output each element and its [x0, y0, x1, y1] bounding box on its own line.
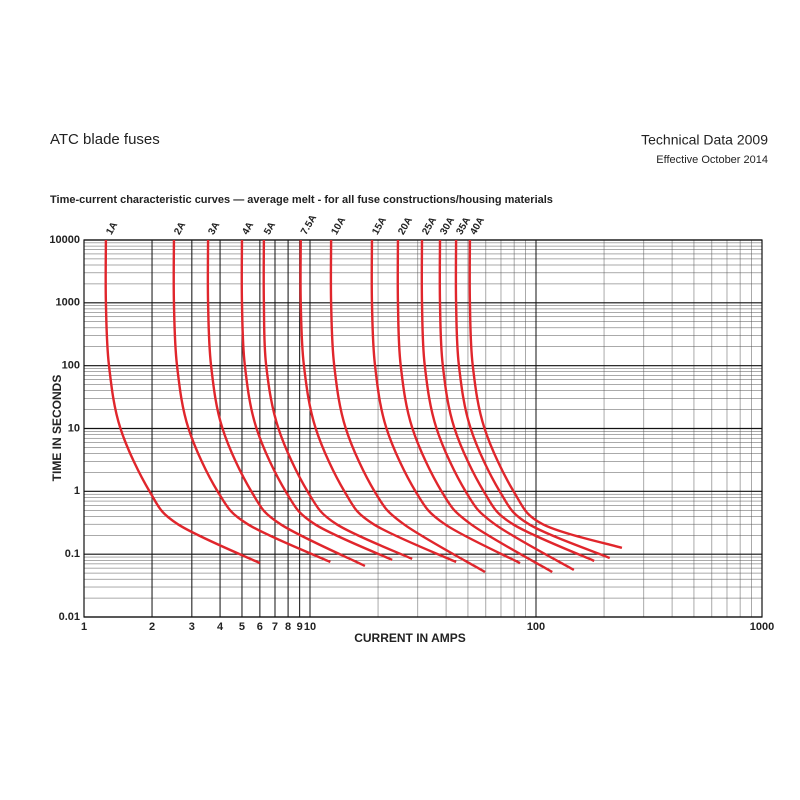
y-tick-label: 100: [62, 360, 80, 372]
curve: [329, 239, 486, 574]
curve-label: 30A: [438, 215, 457, 236]
curve: [438, 239, 595, 563]
doc-title: ATC blade fuses: [50, 131, 160, 148]
x-tick-label: 100: [527, 621, 545, 633]
curve: [370, 239, 521, 565]
x-tick-label: 6: [257, 621, 263, 633]
curve: [262, 239, 413, 561]
curve: [468, 239, 623, 550]
curve: [299, 239, 457, 564]
curve: [454, 239, 611, 560]
curve: [396, 239, 553, 574]
x-tick-label: 3: [189, 621, 195, 633]
x-tick-label: 1000: [750, 621, 774, 633]
x-tick-label: 10: [304, 621, 316, 633]
curve: [206, 239, 366, 567]
y-tick-label: 10000: [49, 234, 80, 246]
curve-label: 1A: [104, 220, 120, 237]
curve-label: 3A: [206, 220, 222, 237]
curve-label: 15A: [370, 215, 389, 236]
y-tick-label: 1000: [56, 297, 80, 309]
y-tick-label: 1: [74, 485, 80, 497]
curve-label: 7.5A: [299, 213, 319, 237]
chart-title: Time-current characteristic curves — ave…: [50, 194, 553, 206]
x-tick-label: 4: [217, 621, 224, 633]
x-tick-label: 5: [239, 621, 245, 633]
curve-label: 10A: [329, 215, 348, 236]
x-tick-label: 2: [149, 621, 155, 633]
curve: [240, 239, 393, 562]
y-tick-label: 0.01: [59, 611, 80, 623]
curve: [172, 239, 331, 564]
y-axis-label: TIME IN SECONDS: [50, 375, 64, 482]
x-tick-label: 1: [81, 621, 87, 633]
curve: [104, 239, 261, 565]
x-tick-label: 7: [272, 621, 278, 633]
x-tick-label: 8: [285, 621, 291, 633]
doc-label: Technical Data 2009: [641, 132, 768, 148]
curve-label: 5A: [262, 220, 278, 237]
y-tick-label: 10: [68, 422, 80, 434]
y-tick-label: 0.1: [65, 548, 80, 560]
curve-label: 25A: [420, 215, 439, 236]
curve-label: 40A: [468, 215, 487, 236]
curve: [420, 239, 575, 572]
curve-label: 20A: [396, 215, 415, 236]
x-axis-label: CURRENT IN AMPS: [354, 631, 466, 645]
doc-date: Effective October 2014: [656, 154, 768, 166]
x-tick-label: 9: [297, 621, 303, 633]
curve-label: 4A: [240, 220, 256, 237]
curve-label: 2A: [172, 220, 188, 237]
